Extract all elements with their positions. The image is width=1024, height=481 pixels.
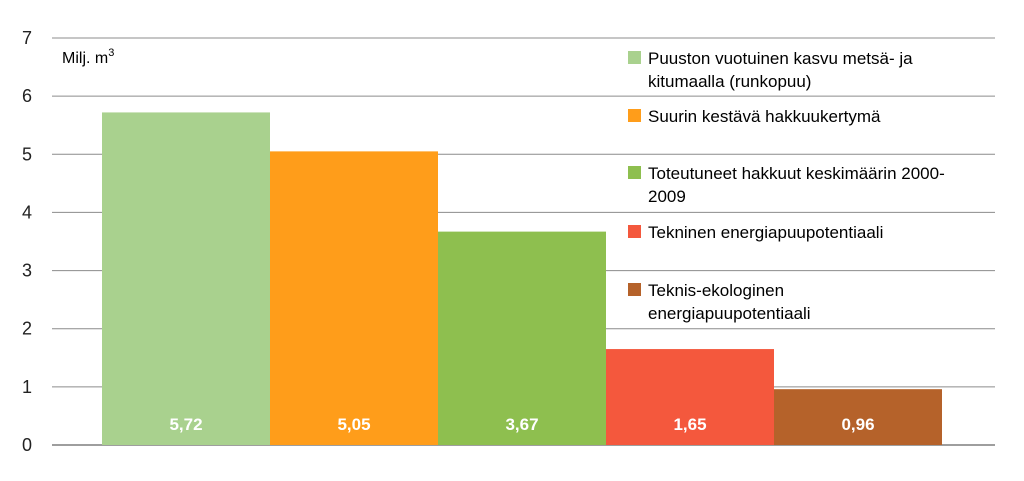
bars <box>102 112 942 446</box>
legend-item: Teknis-ekologinen energiapuupotentiaali <box>628 281 811 323</box>
legend-swatch <box>628 51 641 64</box>
legend-swatch <box>628 283 641 296</box>
y-tick-label: 1 <box>22 377 32 397</box>
legend: Puuston vuotuinen kasvu metsä- ja kitumaa… <box>628 49 945 323</box>
data-labels: 5,72 5,05 3,67 1,65 0,96 <box>169 415 874 434</box>
data-label: 5,05 <box>337 415 370 434</box>
legend-item: Toteutuneet hakkuut keskimäärin 2000- 200… <box>628 164 945 206</box>
data-label: 0,96 <box>841 415 874 434</box>
legend-label: energiapuupotentiaali <box>648 304 811 323</box>
bar <box>438 231 606 445</box>
y-tick-label: 7 <box>22 28 32 48</box>
bar <box>774 389 942 445</box>
bar <box>270 151 438 445</box>
y-axis-unit-label: Milj. m3 <box>62 47 114 67</box>
legend-label: 2009 <box>648 187 686 206</box>
legend-label: Suurin kestävä hakkuukertymä <box>648 107 881 126</box>
data-label: 1,65 <box>673 415 706 434</box>
data-label: 5,72 <box>169 415 202 434</box>
legend-swatch <box>628 109 641 122</box>
legend-item: Tekninen energiapuupotentiaali <box>628 223 883 242</box>
legend-label: kitumaalla (runkopuu) <box>648 72 811 91</box>
y-tick-label: 3 <box>22 261 32 281</box>
y-tick-label: 6 <box>22 86 32 106</box>
y-tick-label: 4 <box>22 202 32 222</box>
legend-label: Toteutuneet hakkuut keskimäärin 2000- <box>648 164 945 183</box>
y-tick-label: 0 <box>22 435 32 455</box>
legend-label: Puuston vuotuinen kasvu metsä- ja <box>648 49 913 68</box>
legend-item: Suurin kestävä hakkuukertymä <box>628 107 881 126</box>
y-tick-label: 5 <box>22 144 32 164</box>
legend-label: Teknis-ekologinen <box>648 281 784 300</box>
data-label: 3,67 <box>505 415 538 434</box>
unit-superscript: 3 <box>108 47 114 59</box>
y-axis-ticks: 0 1 2 3 4 5 6 7 <box>22 28 32 455</box>
legend-label: Tekninen energiapuupotentiaali <box>648 223 883 242</box>
unit-text: Milj. m <box>62 50 108 67</box>
legend-swatch <box>628 225 641 238</box>
y-tick-label: 2 <box>22 319 32 339</box>
bar <box>606 349 774 445</box>
legend-item: Puuston vuotuinen kasvu metsä- ja kitumaa… <box>628 49 913 91</box>
legend-swatch <box>628 166 641 179</box>
bar <box>102 112 270 446</box>
